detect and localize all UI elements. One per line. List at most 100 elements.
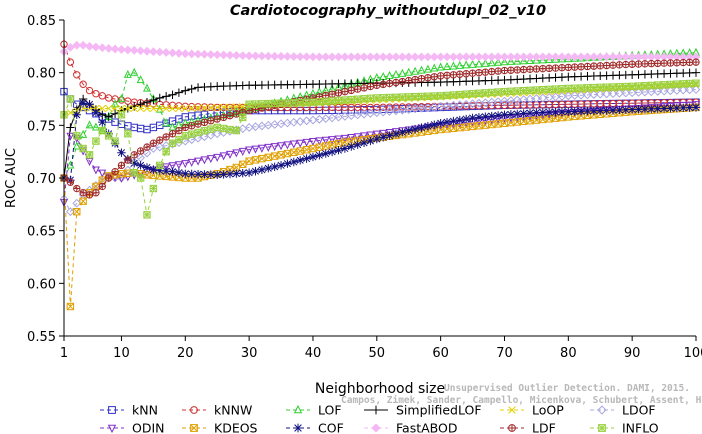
data-point <box>123 45 133 55</box>
data-point <box>685 79 694 88</box>
data-point <box>232 169 241 178</box>
data-point <box>321 149 330 158</box>
data-point <box>124 104 132 113</box>
data-point <box>188 104 196 112</box>
data-point <box>238 124 248 134</box>
data-point <box>308 152 318 162</box>
data-point <box>532 108 541 117</box>
data-point <box>564 107 573 116</box>
data-point <box>245 100 253 108</box>
data-point <box>660 81 668 89</box>
data-point <box>666 80 675 89</box>
data-point <box>207 104 215 112</box>
data-point <box>622 82 630 91</box>
data-point <box>570 107 579 116</box>
x-tick-label: 60 <box>432 346 449 361</box>
data-point <box>327 52 337 62</box>
data-point <box>519 109 528 118</box>
legend-marker <box>190 424 198 432</box>
data-point <box>590 62 598 70</box>
data-point <box>391 69 400 78</box>
data-point <box>130 104 138 113</box>
data-point <box>142 163 152 172</box>
data-point <box>73 208 81 216</box>
data-point <box>691 68 701 77</box>
data-point <box>615 83 624 91</box>
data-point <box>308 52 318 62</box>
data-point <box>78 190 88 200</box>
data-point <box>225 169 235 179</box>
data-point <box>213 103 221 111</box>
data-point <box>442 101 452 111</box>
x-tick-label: 90 <box>624 346 641 361</box>
data-point <box>187 84 196 94</box>
legend: kNN kNNW LOF SimplifiedLOF LoOP LDOF ODIN KDEOS… <box>100 403 659 434</box>
data-point <box>264 143 273 152</box>
data-point <box>488 67 496 76</box>
legend-marker <box>597 405 607 415</box>
data-point <box>544 52 554 62</box>
data-point <box>213 115 221 123</box>
data-point <box>641 60 649 68</box>
data-point <box>602 106 611 115</box>
data-point <box>91 108 101 117</box>
data-point <box>493 52 503 62</box>
data-point <box>640 87 650 97</box>
legend-item-kdeos: KDEOS <box>182 421 258 434</box>
legend-label: KDEOS <box>214 421 258 434</box>
data-point <box>117 94 126 103</box>
data-point <box>347 142 356 151</box>
data-point <box>232 149 241 158</box>
series-kdeos <box>60 103 700 311</box>
data-point <box>206 50 216 59</box>
data-point <box>213 153 222 162</box>
data-point <box>149 139 158 147</box>
data-point <box>296 98 304 107</box>
data-point <box>91 42 101 52</box>
data-point <box>551 92 560 102</box>
series-ldof <box>59 85 701 217</box>
data-point <box>430 63 439 72</box>
legend-marker <box>371 423 381 433</box>
data-point <box>679 103 688 113</box>
data-point <box>481 89 490 97</box>
data-point <box>136 46 146 56</box>
data-point <box>679 58 687 67</box>
data-point <box>653 104 662 113</box>
data-point <box>563 52 573 62</box>
data-point <box>130 67 139 76</box>
data-point <box>85 158 94 167</box>
data-point <box>507 87 515 96</box>
data-point <box>596 106 605 115</box>
data-point <box>220 103 228 111</box>
data-point <box>544 108 554 117</box>
data-point <box>104 174 113 182</box>
data-point <box>111 167 119 176</box>
data-point <box>213 123 221 132</box>
data-point <box>410 104 420 114</box>
data-point <box>245 146 254 155</box>
data-point <box>168 139 177 147</box>
data-point <box>621 88 631 98</box>
legend-item-fastabod: FastABOD <box>364 421 458 434</box>
data-point <box>397 52 407 62</box>
data-point <box>455 115 464 125</box>
data-point <box>85 191 94 199</box>
data-point <box>175 126 183 135</box>
watermark-line-2: Campos, Zimek, Sander, Campello, Micenko… <box>341 395 702 406</box>
data-point <box>417 52 426 62</box>
data-point <box>226 111 234 120</box>
data-point <box>194 120 202 128</box>
data-point <box>596 62 604 70</box>
data-point <box>353 52 363 62</box>
legend-label: SimplifiedLOF <box>396 403 482 418</box>
data-point <box>436 101 446 111</box>
data-point <box>219 170 228 179</box>
data-point <box>290 99 298 107</box>
data-point <box>480 98 490 108</box>
data-point <box>174 88 184 97</box>
data-point <box>130 159 139 168</box>
data-point <box>589 52 599 62</box>
data-point <box>328 90 336 98</box>
